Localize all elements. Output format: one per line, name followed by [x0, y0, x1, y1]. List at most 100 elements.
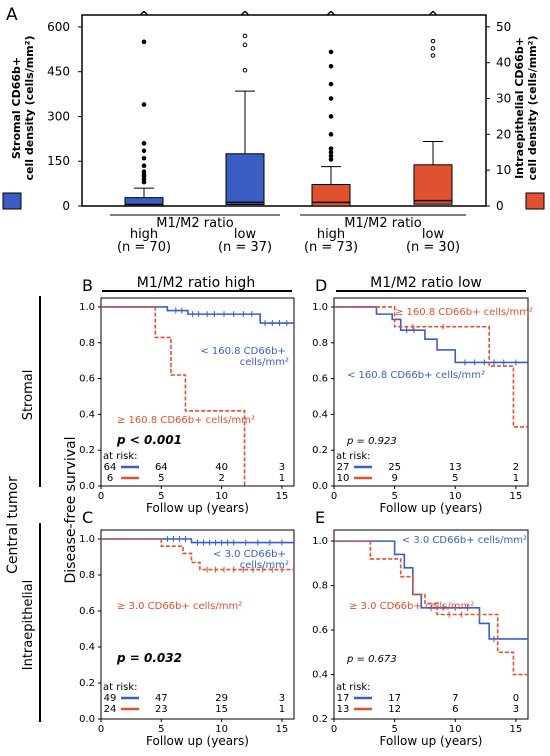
category-label: high — [317, 227, 345, 242]
header-ratio-low: M1/M2 ratio low — [370, 275, 482, 291]
km-y-tick-label: 0.4 — [79, 642, 95, 653]
km-y-tick-label: 0.0 — [79, 714, 95, 725]
km-curve-red — [101, 538, 294, 571]
label-central-tumor: Central tumor — [5, 476, 21, 574]
y-left-tick-label: 600 — [47, 20, 70, 34]
km-risk-value: 64 — [155, 462, 168, 473]
box-outlier — [430, 38, 436, 44]
km-risk-value: 0 — [513, 693, 519, 704]
km-curve-red — [101, 306, 247, 487]
legend-swatch-stromal — [2, 192, 22, 210]
box-outlier — [141, 169, 147, 174]
km-y-tick-label: 0.4 — [312, 670, 328, 681]
km-risk-value: 17 — [337, 693, 350, 704]
category-n-label: (n = 73) — [304, 240, 358, 255]
km-risk-value: 1 — [279, 704, 285, 715]
panel-label-c: C — [82, 508, 93, 527]
km-risk-value: 2 — [513, 462, 519, 473]
km-x-tick-label: 15 — [510, 724, 523, 735]
box-outlier — [141, 39, 147, 45]
y-right-axis-title: Intraepithelial CD66b+cell density (cell… — [513, 36, 539, 181]
box-outlier — [328, 96, 334, 101]
km-risk-value: 7 — [452, 693, 458, 704]
panel-label-b: B — [82, 276, 93, 295]
km-x-axis-title: Follow up (years) — [146, 734, 249, 748]
km-risk-value: 23 — [155, 704, 168, 715]
km-y-tick-label: 0.8 — [79, 570, 95, 581]
km-risk-value: 5 — [158, 473, 164, 484]
y-right-tick-label: 30 — [496, 91, 511, 105]
box-outlier — [242, 67, 248, 73]
km-risk-value: 1 — [513, 473, 519, 484]
km-y-tick-label: 1.0 — [79, 534, 95, 545]
y-right-tick-label: 50 — [496, 20, 511, 34]
km-y-tick-label: 0.0 — [312, 481, 328, 492]
km-series-label-line: < 3.0 CD66b+ — [213, 549, 289, 560]
category-label: low — [234, 227, 257, 242]
box-outlier — [328, 63, 334, 69]
km-series-label-line: cells/mm² — [240, 357, 289, 368]
y-left-tick-label: 450 — [47, 65, 70, 79]
header-ratio-high: M1/M2 ratio high — [137, 275, 255, 291]
km-x-tick-label: 10 — [449, 491, 462, 502]
overflow-marker: ^ — [426, 8, 439, 27]
km-risk-value: 17 — [388, 693, 401, 704]
box-outlier — [328, 146, 334, 151]
km-y-tick-label: 0.4 — [79, 409, 95, 420]
km-y-tick-label: 0.0 — [79, 481, 95, 492]
label-disease-free-survival: Disease-free survival — [63, 436, 79, 583]
group-label: M1/M2 ratio — [344, 216, 422, 231]
km-x-tick-label: 15 — [510, 491, 523, 502]
km-risk-value: 3 — [513, 704, 519, 715]
panel-label-d: D — [315, 276, 327, 295]
km-y-tick-label: 0.6 — [312, 625, 328, 636]
box-outlier — [242, 33, 248, 39]
box-outlier — [430, 53, 436, 58]
km-series-label: < 160.8 CD66b+ cells/mm² — [347, 370, 485, 381]
km-series-label-line: cells/mm² — [240, 560, 289, 571]
km-curve-blue — [334, 306, 528, 364]
km-x-tick-label: 10 — [215, 491, 228, 502]
km-x-tick-label: 5 — [158, 724, 164, 735]
box-outlier — [430, 46, 436, 51]
km-series-label: ≥ 160.8 CD66b+ cells/mm² — [395, 307, 533, 318]
km-p-value: p = 0.923 — [346, 436, 397, 447]
km-at-risk-label: at risk: — [336, 451, 371, 462]
km-y-tick-label: 1.0 — [312, 302, 328, 313]
box-outlier — [328, 132, 334, 137]
km-risk-value: 10 — [337, 473, 350, 484]
km-risk-value: 15 — [215, 704, 228, 715]
box-outlier — [328, 49, 334, 55]
y-left-axis-title: Stromal CD66b+cell density (cells/mm²) — [10, 36, 36, 181]
panel-label-a: A — [6, 5, 18, 25]
y-right-tick-label: 10 — [496, 163, 511, 177]
box-outlier — [328, 149, 334, 155]
y-left-tick-label: 150 — [47, 154, 70, 168]
km-x-tick-label: 15 — [276, 491, 289, 502]
panel-a-frame — [81, 14, 487, 207]
km-y-tick-label: 0.6 — [312, 374, 328, 385]
category-n-label: (n = 70) — [117, 240, 171, 255]
box-outlier — [328, 153, 334, 159]
km-x-axis-title: Follow up (years) — [380, 501, 483, 515]
km-at-risk-label: at risk: — [103, 682, 138, 693]
panel-c-km: 0.0 0.2 0.4 0.6 0.8 1.0 0 5 10 15 Follow up (years… — [79, 529, 295, 748]
box-outlier — [141, 141, 147, 146]
legend-swatch-intraepithelial — [525, 192, 545, 210]
km-y-tick-label: 0.6 — [79, 374, 95, 385]
y-right-tick-label: 20 — [496, 127, 511, 141]
km-risk-value: 9 — [391, 473, 397, 484]
km-series-label: < 3.0 CD66b+ cells/mm² — [402, 535, 527, 546]
km-risk-value: 5 — [452, 473, 458, 484]
km-p-value: p < 0.001 — [116, 433, 182, 447]
km-series-label: < 160.8 CD66b+ cells/mm² — [200, 346, 289, 368]
category-n-label: (n = 30) — [406, 240, 460, 255]
label-intraepithelial: Intraepithelial — [21, 580, 36, 670]
km-series-label: ≥ 3.0 CD66b+ cells/mm² — [117, 601, 242, 612]
category-label: high — [130, 227, 158, 242]
km-series-label: ≥ 3.0 CD66b+ cells/mm² — [349, 601, 474, 612]
km-y-tick-label: 0.8 — [79, 338, 95, 349]
km-x-tick-label: 10 — [449, 724, 462, 735]
